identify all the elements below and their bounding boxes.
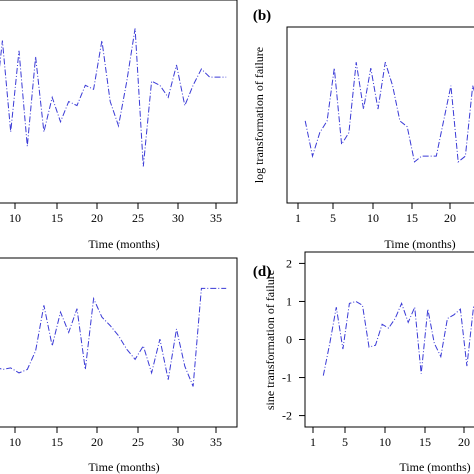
plot-frame-b bbox=[286, 26, 474, 204]
x-axis-label: Time (months) bbox=[88, 460, 159, 474]
x-tick-label: 20 bbox=[91, 211, 103, 225]
y-tick-label: 0 bbox=[286, 333, 292, 347]
x-tick-label: 35 bbox=[210, 435, 222, 449]
panel-label: (d) bbox=[253, 264, 271, 280]
y-axis-label: log transformation of failure bbox=[252, 47, 266, 183]
x-tick-label: 20 bbox=[458, 435, 470, 449]
x-tick-label: 1 bbox=[310, 435, 316, 449]
y-tick-label: -2 bbox=[282, 409, 292, 423]
chart-panel-a: 10 15 20 25 30 35 Time (months) bbox=[0, 0, 238, 251]
x-tick-label: 10 bbox=[367, 211, 379, 225]
x-axis-label: Time (months) bbox=[88, 237, 159, 251]
x-tick-label: 5 bbox=[342, 435, 348, 449]
x-tick-label: 1 bbox=[295, 211, 301, 225]
x-tick-label: 20 bbox=[91, 435, 103, 449]
x-tick-label: 15 bbox=[406, 211, 418, 225]
x-tick-label: 10 bbox=[9, 435, 21, 449]
x-tick-label: 30 bbox=[172, 211, 184, 225]
series-line-d bbox=[322, 300, 474, 376]
x-tick-label: 20 bbox=[444, 211, 456, 225]
plot-frame-a bbox=[0, 0, 238, 204]
x-tick-label: 35 bbox=[210, 211, 222, 225]
x-tick-label: 25 bbox=[132, 435, 144, 449]
x-tick-label: 25 bbox=[132, 211, 144, 225]
x-tick-label: 15 bbox=[51, 435, 63, 449]
y-axis-label: sine transformation of failure bbox=[263, 270, 277, 410]
x-axis-label: Time (months) bbox=[384, 237, 455, 251]
x-tick-label: 15 bbox=[419, 435, 431, 449]
x-axis-label: Time (months) bbox=[399, 460, 470, 474]
y-tick-label: -1 bbox=[282, 371, 292, 385]
x-tick-label: 15 bbox=[51, 211, 63, 225]
x-tick-label: 30 bbox=[172, 435, 184, 449]
chart-panel-c: 10 15 20 25 30 35 Time (months) bbox=[0, 257, 238, 474]
x-tick-label: 10 bbox=[9, 211, 21, 225]
y-tick-label: 2 bbox=[286, 256, 292, 270]
series-line-c bbox=[0, 287, 227, 387]
panel-label: (b) bbox=[253, 8, 271, 24]
x-tick-label: 10 bbox=[379, 435, 391, 449]
x-tick-label: 5 bbox=[330, 211, 336, 225]
series-line-a bbox=[0, 28, 227, 167]
plot-frame-c bbox=[0, 257, 238, 428]
series-line-b bbox=[304, 62, 474, 163]
y-tick-label: 1 bbox=[286, 294, 292, 308]
